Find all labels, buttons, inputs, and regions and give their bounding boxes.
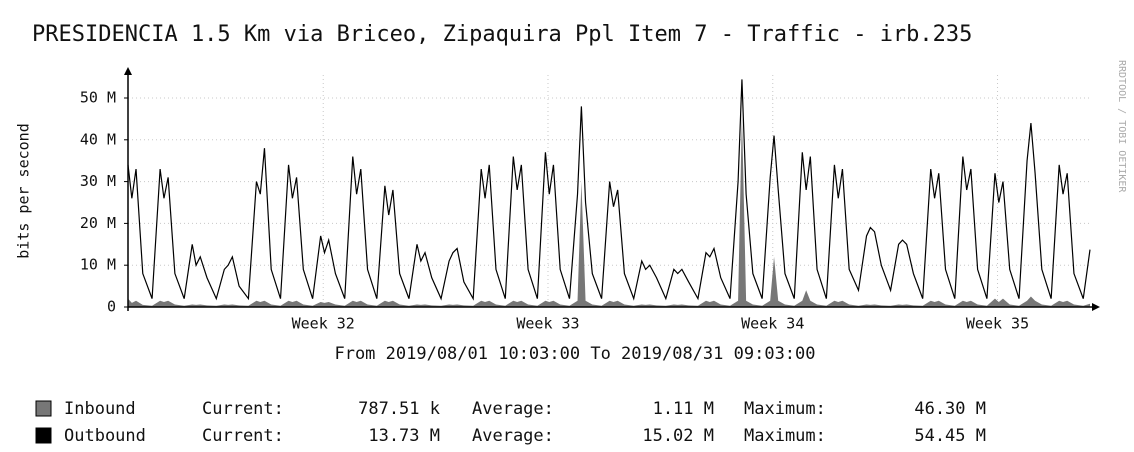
y-tick-label: 0 bbox=[107, 298, 116, 316]
legend-label: Outbound bbox=[64, 426, 146, 446]
legend-label: Inbound bbox=[64, 399, 136, 419]
y-tick-label: 50 M bbox=[80, 88, 116, 106]
y-tick-label: 30 M bbox=[80, 172, 116, 190]
y-tick-label: 40 M bbox=[80, 130, 116, 148]
stat-label: Current: bbox=[202, 426, 284, 446]
stat-label: Maximum: bbox=[744, 426, 826, 446]
stat-value: 54.45 M bbox=[914, 426, 986, 446]
stat-label: Average: bbox=[472, 399, 554, 419]
stat-label: Current: bbox=[202, 399, 284, 419]
stat-value: 15.02 M bbox=[642, 426, 714, 446]
y-tick-label: 20 M bbox=[80, 214, 116, 232]
x-tick-label: Week 33 bbox=[516, 315, 579, 333]
watermark: RRDTOOL / TOBI OETIKER bbox=[1116, 60, 1127, 193]
y-axis-label: bits per second bbox=[15, 123, 33, 258]
area bbox=[128, 113, 1090, 307]
y-tick-label: 10 M bbox=[80, 256, 116, 274]
stat-value: 787.51 k bbox=[358, 399, 440, 419]
stat-value: 13.73 M bbox=[368, 426, 440, 446]
chart-title: PRESIDENCIA 1.5 Km via Briceo, Zipaquira… bbox=[32, 22, 972, 47]
x-tick-label: Week 34 bbox=[741, 315, 804, 333]
x-axis-arrow bbox=[1092, 303, 1100, 311]
legend-swatch bbox=[35, 427, 52, 444]
legend-swatch bbox=[35, 400, 52, 417]
stat-label: Maximum: bbox=[744, 399, 826, 419]
x-tick-label: Week 35 bbox=[966, 315, 1029, 333]
stat-value: 46.30 M bbox=[914, 399, 986, 419]
stat-value: 1.11 M bbox=[653, 399, 714, 419]
line bbox=[127, 79, 1091, 301]
x-tick-label: Week 32 bbox=[292, 315, 355, 333]
subtitle: From 2019/08/01 10:03:00 To 2019/08/31 0… bbox=[334, 344, 815, 364]
y-axis-arrow bbox=[124, 67, 132, 75]
stat-label: Average: bbox=[472, 426, 554, 446]
